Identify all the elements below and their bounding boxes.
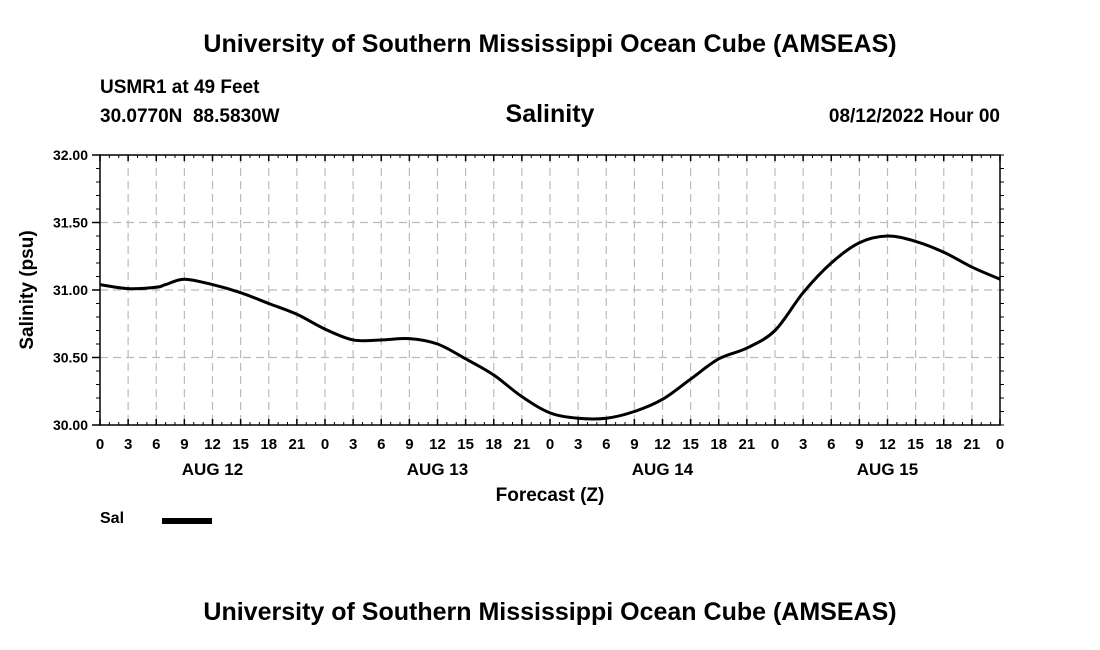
x-tick-label: 0 [771,436,779,453]
day-label: AUG 15 [857,460,918,479]
legend-label: Sal [100,510,125,527]
station-label: USMR1 at 49 Feet [100,77,260,98]
y-tick-label: 30.00 [53,417,88,433]
x-tick-label: 9 [180,436,188,453]
x-tick-label: 9 [630,436,638,453]
x-tick-label: 0 [546,436,554,453]
x-tick-label: 6 [152,436,160,453]
station-coordinates: 30.0770N 88.5830W [100,106,280,127]
day-label: AUG 14 [632,460,694,479]
x-tick-label: 12 [204,436,221,453]
x-tick-label: 3 [349,436,357,453]
x-tick-label: 0 [321,436,329,453]
footer-title: University of Southern Mississippi Ocean… [203,598,897,626]
x-tick-label: 15 [457,436,474,453]
day-label: AUG 12 [182,460,243,479]
day-label: AUG 13 [407,460,468,479]
y-tick-label: 32.00 [53,147,88,163]
legend-line-swatch [162,518,212,524]
x-tick-label: 18 [260,436,277,453]
x-tick-label: 6 [602,436,610,453]
y-tick-label: 30.50 [53,350,88,366]
y-tick-label: 31.50 [53,215,88,231]
series-line-sal [99,234,1001,421]
y-tick-label: 31.00 [53,282,88,298]
x-tick-label: 3 [799,436,807,453]
chart-title: Salinity [505,100,595,128]
x-tick-label: 21 [289,436,306,453]
x-tick-label: 21 [514,436,531,453]
x-tick-label: 6 [377,436,385,453]
x-tick-label: 12 [879,436,896,453]
x-tick-label: 21 [964,436,981,453]
x-tick-label: 15 [682,436,699,453]
x-tick-label: 21 [739,436,756,453]
x-tick-label: 18 [485,436,502,453]
x-tick-label: 9 [855,436,863,453]
x-tick-label: 15 [907,436,924,453]
x-tick-label: 0 [96,436,104,453]
x-tick-label: 12 [429,436,446,453]
x-axis-label: Forecast (Z) [496,485,605,506]
x-tick-label: 3 [574,436,582,453]
x-tick-label: 9 [405,436,413,453]
page-title: University of Southern Mississippi Ocean… [203,30,897,58]
x-tick-label: 6 [827,436,835,453]
forecast-datetime: 08/12/2022 Hour 00 [828,106,1000,127]
salinity-chart: 0 3 6 9 12 15 18 21 0 3 6 9 12 15 18 21 0 3 6 9 12 15 18 21 0 3 6 9… [17,147,1004,506]
x-tick-label: 0 [996,436,1004,453]
x-tick-label: 3 [124,436,132,453]
y-axis-label: Salinity (psu) [17,230,38,349]
x-tick-label: 12 [654,436,671,453]
x-tick-label: 18 [710,436,727,453]
x-tick-label: 18 [935,436,952,453]
plot-frame [99,154,1001,426]
x-tick-label: 15 [232,436,249,453]
